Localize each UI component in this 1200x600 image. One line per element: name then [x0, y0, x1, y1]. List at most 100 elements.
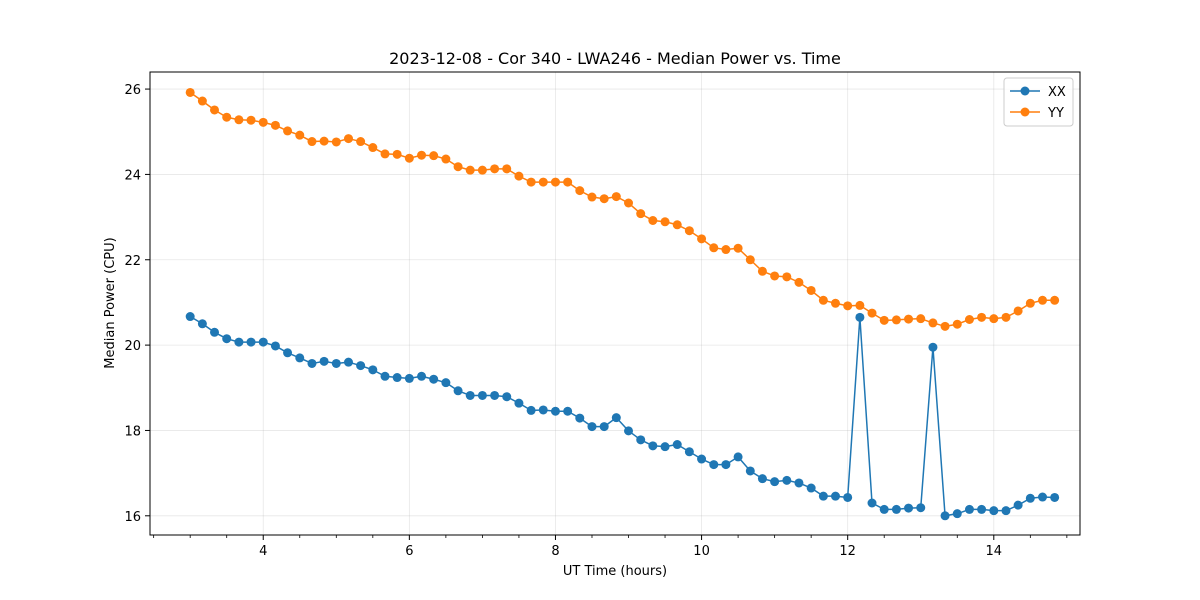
data-point-yy	[331, 137, 341, 147]
data-point-xx	[1013, 500, 1023, 510]
data-point-yy	[709, 243, 719, 253]
data-point-xx	[721, 460, 731, 470]
y-tick-label: 24	[124, 168, 141, 183]
data-point-yy	[782, 272, 792, 282]
data-point-yy	[989, 314, 999, 324]
data-point-yy	[733, 243, 743, 253]
legend-label-yy: YY	[1047, 106, 1064, 121]
data-point-yy	[587, 192, 597, 202]
data-point-yy	[343, 134, 353, 144]
data-point-yy	[806, 285, 816, 295]
data-point-yy	[745, 255, 755, 265]
data-point-xx	[514, 398, 524, 408]
data-point-xx	[916, 503, 926, 513]
data-point-xx	[782, 475, 792, 485]
data-point-xx	[210, 327, 220, 337]
data-point-xx	[502, 392, 512, 402]
data-point-xx	[879, 504, 889, 514]
data-point-yy	[258, 117, 268, 127]
data-point-yy	[514, 171, 524, 181]
data-point-xx	[770, 477, 780, 487]
data-point-yy	[952, 319, 962, 329]
data-point-xx	[709, 460, 719, 470]
data-point-xx	[392, 373, 402, 383]
data-point-yy	[964, 315, 974, 325]
data-point-xx	[307, 358, 317, 368]
data-point-yy	[904, 314, 914, 324]
data-point-yy	[757, 266, 767, 276]
data-point-yy	[843, 301, 853, 311]
data-point-xx	[745, 466, 755, 476]
y-tick-label: 26	[124, 83, 141, 98]
data-point-xx	[319, 356, 329, 366]
y-tick-label: 22	[124, 254, 141, 269]
data-point-yy	[891, 315, 901, 325]
data-point-xx	[855, 312, 865, 322]
data-point-yy	[210, 105, 220, 115]
data-point-xx	[672, 440, 682, 450]
data-point-xx	[757, 474, 767, 484]
data-point-yy	[392, 149, 402, 159]
data-point-yy	[624, 198, 634, 208]
data-point-yy	[404, 153, 414, 163]
data-point-xx	[636, 435, 646, 445]
data-point-yy	[1013, 306, 1023, 316]
data-point-xx	[1001, 506, 1011, 516]
data-point-yy	[307, 137, 317, 147]
data-point-xx	[368, 365, 378, 375]
data-point-xx	[356, 361, 366, 371]
data-point-xx	[733, 452, 743, 462]
data-point-xx	[270, 341, 280, 351]
data-point-yy	[550, 177, 560, 187]
y-tick-label: 20	[124, 339, 141, 354]
data-point-yy	[697, 234, 707, 244]
data-point-yy	[721, 245, 731, 255]
legend: XX YY	[1003, 77, 1074, 127]
y-tick-label: 16	[124, 510, 141, 525]
data-point-xx	[258, 337, 268, 347]
data-point-xx	[331, 358, 341, 368]
legend-marker-xx	[1020, 86, 1030, 96]
y-axis-label: Median Power (CPU)	[103, 237, 118, 368]
data-point-xx	[197, 319, 207, 329]
data-point-xx	[818, 491, 828, 501]
data-point-yy	[417, 150, 427, 160]
data-point-xx	[660, 442, 670, 452]
data-point-xx	[477, 390, 487, 400]
data-point-xx	[441, 378, 451, 388]
data-point-yy	[1038, 295, 1048, 305]
data-point-xx	[283, 348, 293, 358]
data-point-xx	[891, 504, 901, 514]
data-point-yy	[453, 162, 463, 172]
data-point-yy	[660, 217, 670, 227]
data-point-yy	[928, 318, 938, 328]
data-point-yy	[319, 136, 329, 146]
data-point-xx	[490, 390, 500, 400]
data-point-xx	[404, 373, 414, 383]
data-point-xx	[246, 337, 256, 347]
data-point-xx	[1025, 493, 1035, 503]
x-tick-label: 12	[839, 544, 856, 559]
data-point-xx	[453, 386, 463, 396]
data-point-yy	[538, 177, 548, 187]
data-point-xx	[599, 422, 609, 432]
data-point-xx	[343, 357, 353, 367]
x-tick-label: 8	[551, 544, 559, 559]
data-point-xx	[611, 413, 621, 423]
data-point-yy	[246, 115, 256, 125]
data-point-yy	[1050, 295, 1060, 305]
data-point-yy	[185, 87, 195, 97]
data-point-yy	[672, 220, 682, 230]
data-point-yy	[1025, 298, 1035, 308]
legend-label-xx: XX	[1048, 85, 1066, 100]
x-axis-label: UT Time (hours)	[563, 564, 667, 579]
legend-marker-yy	[1020, 107, 1030, 117]
data-point-yy	[441, 154, 451, 164]
data-point-yy	[794, 277, 804, 287]
data-point-xx	[684, 447, 694, 457]
data-point-yy	[916, 314, 926, 324]
plot-frame	[149, 71, 1081, 536]
data-point-yy	[477, 165, 487, 175]
series-yy	[185, 87, 1060, 331]
data-point-xx	[989, 506, 999, 516]
